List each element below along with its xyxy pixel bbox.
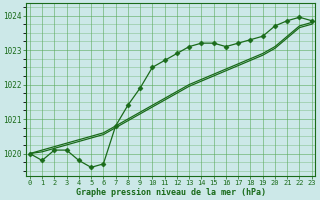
X-axis label: Graphe pression niveau de la mer (hPa): Graphe pression niveau de la mer (hPa) (76, 188, 266, 197)
